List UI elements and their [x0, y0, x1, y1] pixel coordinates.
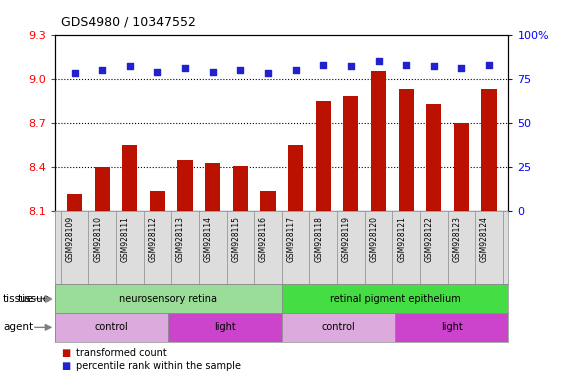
Text: GSM928124: GSM928124 — [480, 216, 489, 262]
Bar — [282, 284, 508, 313]
Bar — [67, 194, 82, 211]
Point — [125, 63, 134, 70]
Text: light: light — [214, 322, 236, 333]
Text: control: control — [321, 322, 356, 333]
Text: agent: agent — [3, 322, 33, 333]
Text: tissue: tissue — [3, 293, 34, 304]
Bar — [205, 162, 220, 211]
Text: GSM928121: GSM928121 — [397, 216, 406, 262]
Bar — [95, 167, 110, 211]
Point — [318, 61, 328, 68]
Text: GSM928116: GSM928116 — [259, 216, 268, 262]
Text: tissue: tissue — [18, 293, 52, 304]
Point — [429, 63, 439, 70]
Bar — [371, 71, 386, 211]
Point — [181, 65, 190, 71]
Text: transformed count: transformed count — [76, 348, 166, 358]
Bar — [343, 96, 358, 211]
Text: GSM928111: GSM928111 — [121, 216, 130, 262]
Text: ■: ■ — [61, 348, 70, 358]
Text: control: control — [95, 322, 129, 333]
Text: GSM928109: GSM928109 — [66, 216, 74, 262]
Bar — [395, 313, 508, 342]
Text: GSM928110: GSM928110 — [93, 216, 102, 262]
Point — [236, 67, 245, 73]
Text: GSM928113: GSM928113 — [176, 216, 185, 262]
Text: ■: ■ — [61, 361, 70, 371]
Point — [457, 65, 466, 71]
Bar — [282, 313, 395, 342]
Text: GSM928115: GSM928115 — [231, 216, 241, 262]
Point — [263, 70, 272, 76]
Bar — [315, 101, 331, 211]
Bar — [168, 313, 282, 342]
Point — [70, 70, 79, 76]
Bar — [260, 190, 275, 211]
Text: GSM928118: GSM928118 — [314, 216, 323, 262]
Bar — [122, 145, 137, 211]
Text: neurosensory retina: neurosensory retina — [120, 293, 217, 304]
Text: GSM928112: GSM928112 — [148, 216, 157, 262]
Point — [291, 67, 300, 73]
Point — [98, 67, 107, 73]
Bar — [426, 104, 442, 211]
Point — [208, 69, 217, 75]
Bar — [454, 123, 469, 211]
Point — [374, 58, 383, 64]
Bar — [399, 89, 414, 211]
Text: percentile rank within the sample: percentile rank within the sample — [76, 361, 241, 371]
Point — [485, 61, 494, 68]
Text: GSM928120: GSM928120 — [370, 216, 378, 262]
Text: GSM928122: GSM928122 — [425, 216, 434, 262]
Point — [153, 69, 162, 75]
Text: GSM928114: GSM928114 — [204, 216, 213, 262]
Point — [346, 63, 356, 70]
Text: GSM928119: GSM928119 — [342, 216, 351, 262]
Text: GDS4980 / 10347552: GDS4980 / 10347552 — [61, 15, 196, 28]
Bar — [150, 190, 165, 211]
Text: GSM928123: GSM928123 — [453, 216, 461, 262]
Bar — [288, 145, 303, 211]
Text: retinal pigment epithelium: retinal pigment epithelium — [329, 293, 461, 304]
Bar — [55, 284, 282, 313]
Bar — [233, 166, 248, 211]
Text: light: light — [441, 322, 462, 333]
Bar — [177, 160, 193, 211]
Text: ▶: ▶ — [45, 293, 52, 304]
Text: GSM928117: GSM928117 — [286, 216, 296, 262]
Point — [401, 61, 411, 68]
Bar — [55, 313, 168, 342]
Bar — [482, 89, 497, 211]
